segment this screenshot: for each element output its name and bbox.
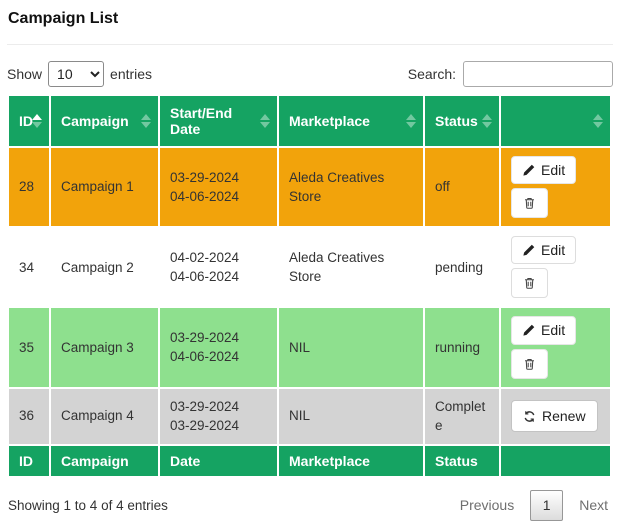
cell-actions: Edit bbox=[501, 308, 610, 387]
cell-id: 35 bbox=[9, 308, 49, 387]
bottom-bar: Showing 1 to 4 of 4 entries Previous 1 N… bbox=[7, 489, 613, 521]
footer-campaign: Campaign bbox=[51, 445, 158, 476]
cell-status: running bbox=[425, 308, 499, 387]
delete-button[interactable] bbox=[511, 188, 548, 219]
cell-marketplace: NIL bbox=[279, 308, 423, 387]
cell-marketplace: Aleda Creatives Store bbox=[279, 228, 423, 307]
cell-campaign: Campaign 3 bbox=[51, 308, 158, 387]
cell-status: Complete bbox=[425, 388, 499, 444]
edit-button[interactable]: Edit bbox=[511, 156, 577, 185]
sort-icon bbox=[593, 114, 603, 128]
table-controls: Show 10 entries Search: bbox=[7, 61, 613, 87]
show-label: Show bbox=[7, 66, 43, 82]
cell-dates: 04-02-2024 04-06-2024 bbox=[160, 228, 277, 307]
column-header-marketplace[interactable]: Marketplace bbox=[279, 96, 423, 146]
previous-page-button[interactable]: Previous bbox=[459, 497, 515, 514]
cell-campaign: Campaign 2 bbox=[51, 228, 158, 307]
footer-marketplace: Marketplace bbox=[279, 445, 423, 476]
column-header-id[interactable]: ID bbox=[9, 96, 49, 146]
footer-date: Date bbox=[160, 445, 277, 476]
cell-actions: Renew bbox=[501, 388, 610, 444]
page-length-control: Show 10 entries bbox=[7, 61, 152, 87]
edit-button[interactable]: Edit bbox=[511, 316, 577, 345]
page-title: Campaign List bbox=[7, 4, 613, 45]
delete-button[interactable] bbox=[511, 348, 548, 379]
page-length-select[interactable]: 10 bbox=[48, 61, 105, 87]
search-input[interactable] bbox=[463, 61, 613, 87]
table-row: 28 Campaign 1 03-29-2024 04-06-2024 Aled… bbox=[9, 148, 610, 227]
cell-dates: 03-29-2024 03-29-2024 bbox=[160, 388, 277, 444]
sort-icon bbox=[482, 114, 492, 128]
cell-status: pending bbox=[425, 228, 499, 307]
sort-icon bbox=[406, 114, 416, 128]
pagination: Previous 1 Next bbox=[456, 489, 612, 521]
footer-id: ID bbox=[9, 445, 49, 476]
column-header-status[interactable]: Status bbox=[425, 96, 499, 146]
cell-id: 28 bbox=[9, 148, 49, 227]
cell-campaign: Campaign 1 bbox=[51, 148, 158, 227]
table-header-row: ID Campaign Start/End Date Marketplace S… bbox=[9, 96, 610, 146]
edit-button[interactable]: Edit bbox=[511, 236, 577, 265]
refresh-icon bbox=[523, 410, 536, 423]
delete-button[interactable] bbox=[511, 268, 548, 299]
cell-status: off bbox=[425, 148, 499, 227]
footer-actions bbox=[501, 445, 610, 476]
sort-icon bbox=[32, 114, 42, 128]
cell-actions: Edit bbox=[501, 228, 610, 307]
trash-icon bbox=[523, 196, 536, 210]
search-control: Search: bbox=[408, 61, 613, 87]
cell-marketplace: NIL bbox=[279, 388, 423, 444]
cell-id: 36 bbox=[9, 388, 49, 444]
campaign-table: ID Campaign Start/End Date Marketplace S… bbox=[7, 94, 612, 478]
sort-icon bbox=[260, 114, 270, 128]
cell-campaign: Campaign 4 bbox=[51, 388, 158, 444]
renew-button[interactable]: Renew bbox=[511, 400, 598, 433]
table-row: 35 Campaign 3 03-29-2024 04-06-2024 NIL … bbox=[9, 308, 610, 387]
page-number-button[interactable]: 1 bbox=[530, 489, 564, 521]
sort-icon bbox=[141, 114, 151, 128]
footer-status: Status bbox=[425, 445, 499, 476]
entries-label: entries bbox=[110, 66, 153, 82]
column-header-campaign[interactable]: Campaign bbox=[51, 96, 158, 146]
next-page-button[interactable]: Next bbox=[579, 497, 608, 514]
table-footer-row: ID Campaign Date Marketplace Status bbox=[9, 445, 610, 476]
trash-icon bbox=[523, 357, 536, 371]
cell-marketplace: Aleda Creatives Store bbox=[279, 148, 423, 227]
cell-id: 34 bbox=[9, 228, 49, 307]
table-row: 36 Campaign 4 03-29-2024 03-29-2024 NIL … bbox=[9, 388, 610, 444]
column-header-actions[interactable] bbox=[501, 96, 610, 146]
column-header-start-end-date[interactable]: Start/End Date bbox=[160, 96, 277, 146]
table-row: 34 Campaign 2 04-02-2024 04-06-2024 Aled… bbox=[9, 228, 610, 307]
search-label: Search: bbox=[407, 66, 456, 82]
pencil-icon bbox=[522, 164, 535, 177]
table-info: Showing 1 to 4 of 4 entries bbox=[8, 497, 168, 513]
pencil-icon bbox=[522, 244, 535, 257]
cell-dates: 03-29-2024 04-06-2024 bbox=[160, 148, 277, 227]
cell-actions: Edit bbox=[501, 148, 610, 227]
cell-dates: 03-29-2024 04-06-2024 bbox=[160, 308, 277, 387]
trash-icon bbox=[523, 276, 536, 290]
pencil-icon bbox=[522, 324, 535, 337]
